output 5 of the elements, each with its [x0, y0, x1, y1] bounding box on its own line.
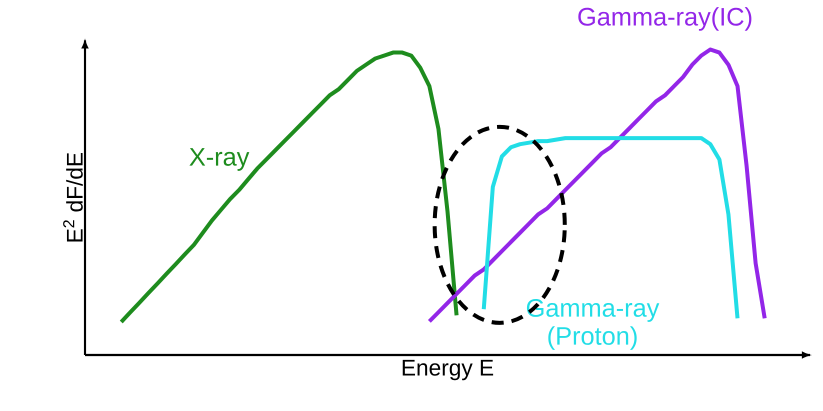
- series-label: X-ray: [189, 148, 250, 171]
- x-axis-title: Energy E: [402, 360, 494, 380]
- series-label: Gamma-ray(IC): [578, 7, 752, 31]
- series-label: Gamma-ray (Proton): [526, 298, 660, 350]
- y-axis-title: E$^{2}$ dF/dE: [63, 152, 83, 242]
